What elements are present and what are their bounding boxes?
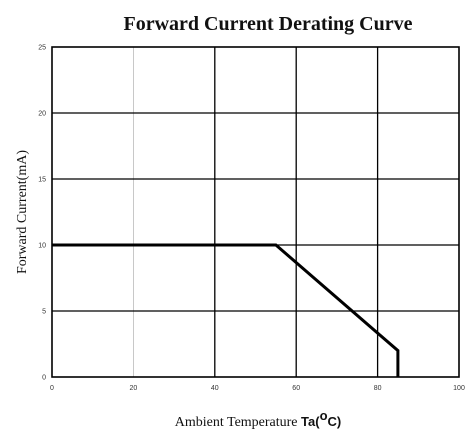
x-tick-label-20: 20 (130, 385, 138, 392)
x-tick-label-0: 0 (50, 385, 54, 392)
y-tick-label-15: 15 (38, 177, 46, 184)
plot-border (51, 46, 460, 378)
x-tick-label-100: 100 (453, 385, 465, 392)
x-axis-label-main: Ambient Temperature (175, 415, 301, 430)
y-tick-labels: 0 5 10 15 20 25 (38, 45, 46, 382)
y-tick-label-20: 20 (38, 111, 46, 118)
y-axis-label: Forward Current(mA) (15, 150, 30, 274)
x-tick-label-40: 40 (211, 385, 219, 392)
x-axis-label-unit: C) (328, 414, 342, 429)
x-axis-label-degree: o (320, 408, 328, 423)
x-tick-label-60: 60 (292, 385, 300, 392)
plot-frame (51, 46, 460, 378)
series-layer (52, 243, 400, 377)
y-tick-label-10: 10 (38, 243, 46, 250)
x-axis-label: Ambient Temperature Ta(oC) (175, 408, 342, 430)
chart-title: Forward Current Derating Curve (123, 13, 412, 35)
y-tick-label-0: 0 (42, 375, 46, 382)
x-tick-labels: 0 20 40 60 80 100 (50, 385, 465, 392)
y-tick-label-5: 5 (42, 309, 46, 316)
derating-curve-line-0 (52, 243, 400, 377)
x-axis-label-symbol: Ta( (301, 414, 320, 429)
y-tick-label-25: 25 (38, 45, 46, 52)
x-tick-label-80: 80 (374, 385, 382, 392)
grid-layer (52, 47, 459, 377)
